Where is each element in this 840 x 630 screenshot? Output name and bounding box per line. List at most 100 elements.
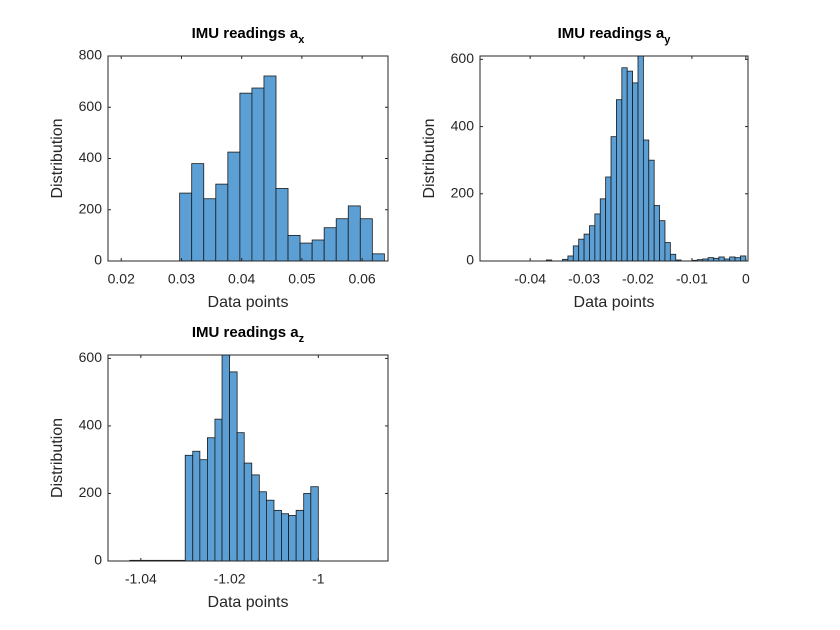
bar <box>359 218 373 262</box>
y-tick-label: 400 <box>79 149 103 165</box>
x-tick-label: -0.04 <box>514 271 546 287</box>
subplot: -1.04 -1.02 -1 0 200 400 600 Data points Distrib… <box>49 324 389 611</box>
bar <box>594 213 601 262</box>
y-tick-label: 200 <box>451 184 475 200</box>
y-tick-label: 600 <box>79 349 103 365</box>
bar <box>263 75 277 262</box>
bar <box>215 183 229 262</box>
bar <box>266 499 275 562</box>
bar <box>626 70 634 262</box>
x-tick-label: 0.02 <box>108 271 135 287</box>
bar <box>734 257 741 262</box>
bar <box>371 253 385 262</box>
bar <box>323 227 337 262</box>
bar <box>273 509 282 562</box>
bar <box>199 459 208 562</box>
x-axis-label: Data points <box>574 294 655 311</box>
bar <box>589 225 596 262</box>
bar <box>227 151 241 262</box>
y-axis-label: Distribution <box>49 118 66 198</box>
bar <box>251 87 265 262</box>
bar <box>729 256 736 262</box>
y-tick-label: 0 <box>466 252 474 268</box>
bar <box>616 99 623 262</box>
y-tick-label: 0 <box>94 252 102 268</box>
y-tick-label: 0 <box>94 552 102 568</box>
bar <box>642 139 650 262</box>
bar <box>659 220 666 262</box>
title-text: IMU readings a <box>558 25 665 42</box>
y-tick-label: 400 <box>79 417 103 433</box>
chart-title: IMU readings az <box>192 324 305 345</box>
bar <box>740 255 747 262</box>
y-axis-label: Distribution <box>421 118 438 198</box>
title-subscript: x <box>298 34 305 46</box>
x-tick-label: -0.02 <box>622 271 654 287</box>
x-tick-label: 0.06 <box>348 271 375 287</box>
chart-title: IMU readings ax <box>192 25 306 46</box>
x-tick-label: -1 <box>312 571 325 587</box>
bar <box>335 218 349 262</box>
bar <box>632 82 639 262</box>
bar <box>347 205 361 262</box>
x-tick-label: 0 <box>742 271 750 287</box>
bar <box>287 234 301 262</box>
bar <box>637 55 644 262</box>
bar <box>311 239 325 262</box>
y-axis-label: Distribution <box>49 418 66 498</box>
bar <box>599 198 607 262</box>
y-tick-label: 400 <box>451 117 475 133</box>
bar <box>191 163 205 262</box>
axes-box <box>107 354 389 562</box>
y-tick-label: 200 <box>79 484 103 500</box>
x-tick-label: 0.05 <box>288 271 315 287</box>
x-tick-label: -0.03 <box>568 271 600 287</box>
bar <box>192 450 201 562</box>
bar <box>288 515 297 562</box>
y-tick-label: 600 <box>451 50 475 66</box>
bar <box>281 513 290 562</box>
bar <box>669 253 677 262</box>
x-axis-label: Data points <box>208 294 289 311</box>
axes-box <box>479 55 749 262</box>
bar <box>572 245 580 262</box>
bar <box>295 509 305 562</box>
bar <box>275 188 289 262</box>
bar <box>707 257 714 262</box>
bar <box>610 136 617 262</box>
y-tick-label: 600 <box>79 98 103 114</box>
bar <box>578 238 585 262</box>
bar <box>583 233 590 262</box>
x-tick-label: 0.04 <box>228 271 255 287</box>
bar <box>229 371 238 562</box>
bar <box>567 255 574 262</box>
bar <box>605 176 612 262</box>
bar <box>214 418 223 562</box>
subplot: -0.04 -0.03 -0.02 -0.01 0 0 200 400 600 Data poin… <box>421 25 750 311</box>
x-tick-label: 0.03 <box>168 271 195 287</box>
bar <box>718 256 725 262</box>
bar <box>258 491 267 562</box>
bar <box>664 242 671 262</box>
bar <box>184 454 194 562</box>
bar <box>653 205 660 262</box>
x-tick-label: -0.01 <box>676 271 708 287</box>
bar <box>221 354 230 562</box>
x-tick-label: -1.04 <box>125 571 157 587</box>
y-tick-label: 200 <box>79 200 103 216</box>
bar <box>206 437 216 562</box>
bar <box>310 486 319 562</box>
title-subscript: z <box>299 333 305 345</box>
bar <box>203 198 217 262</box>
title-subscript: y <box>664 34 671 46</box>
bar <box>251 474 260 562</box>
chart-title: IMU readings ay <box>558 25 672 46</box>
y-tick-label: 800 <box>79 47 103 63</box>
bar <box>239 92 253 262</box>
title-text: IMU readings a <box>192 324 299 341</box>
title-text: IMU readings a <box>192 25 299 42</box>
x-axis-label: Data points <box>208 594 289 611</box>
bar <box>621 67 628 262</box>
bar <box>179 192 193 262</box>
x-tick-label: -1.02 <box>214 571 246 587</box>
